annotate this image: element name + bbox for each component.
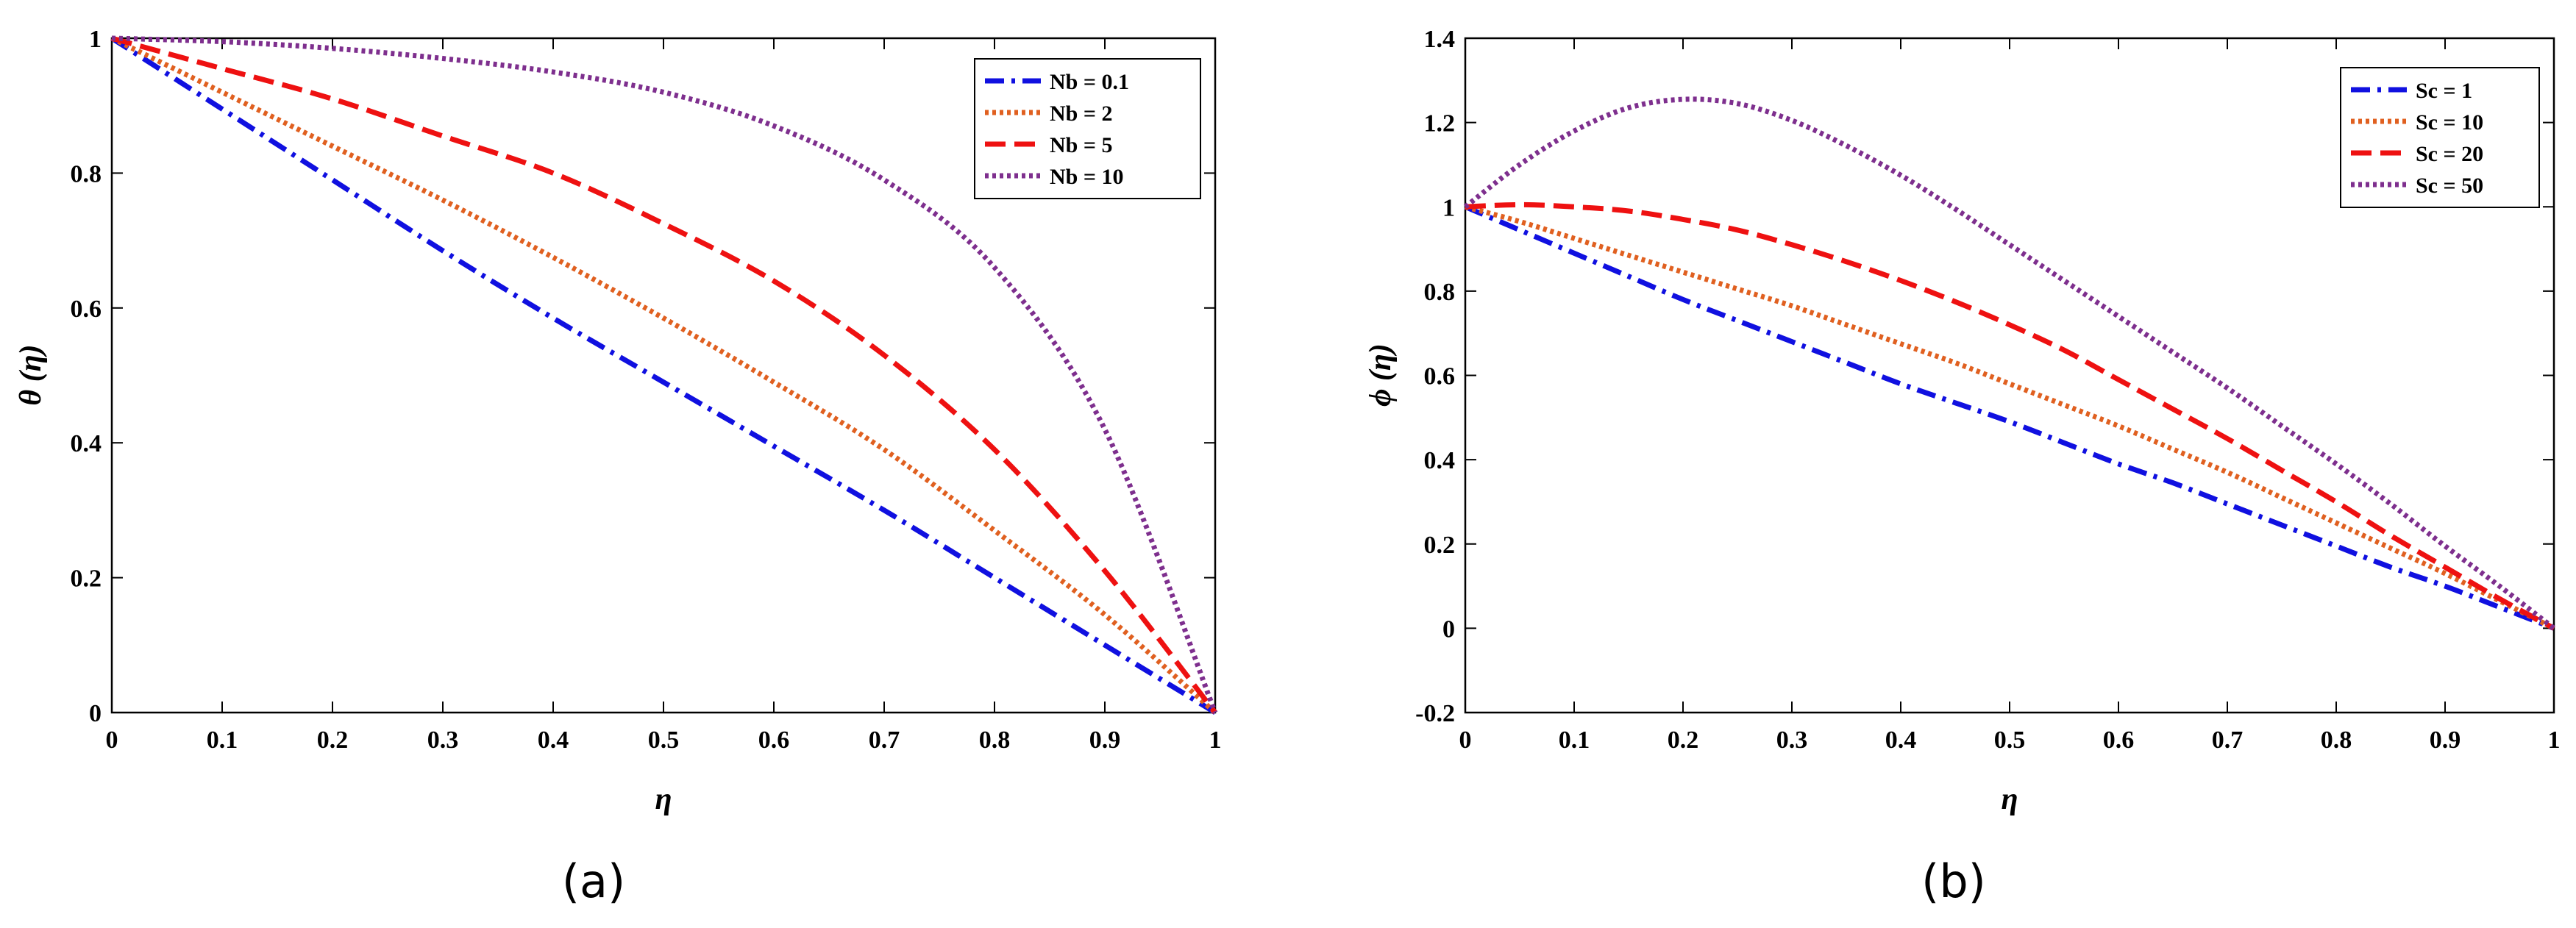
caption-a: (a)	[562, 854, 625, 908]
y-tick-label: 1.4	[1424, 26, 1456, 53]
x-tick-label: 0.7	[869, 727, 900, 754]
y-tick-label: 0.2	[71, 565, 102, 593]
series-line-nb-0-1	[110, 36, 1217, 715]
x-tick-label: 0.4	[538, 727, 569, 754]
ticks-a: 0 0.1 0.2 0.3 0.4 0.5 0.6 0.7 0.8 0.9 1 0 0.2 0.4 0.6 0…	[71, 26, 1222, 754]
y-tick-label: 0.4	[1424, 447, 1456, 474]
caption-b: (b)	[1921, 854, 1986, 908]
series-line-sc-20	[1465, 201, 2555, 631]
x-tick-label: 0.3	[427, 727, 459, 754]
legend-label: Nb = 2	[1050, 101, 1112, 126]
y-tick-label: 0.8	[71, 160, 102, 188]
x-axis-label-a: η	[655, 782, 672, 816]
x-tick-label: 0.9	[2430, 727, 2461, 754]
x-tick-label: 0.6	[758, 727, 790, 754]
series-lines-b	[1463, 96, 2556, 631]
x-tick-label: 0.1	[1559, 727, 1590, 754]
ticks-b: 0 0.1 0.2 0.3 0.4 0.5 0.6 0.7 0.8 0.9 1-0.200.20.4…	[1415, 26, 2560, 754]
legend-a: Nb = 0.1 Nb = 2 Nb = 5 Nb = 10	[974, 58, 1201, 199]
x-axis-label-b: η	[2001, 782, 2018, 816]
series-lines-a	[110, 35, 1218, 715]
x-tick-label: 1	[1209, 727, 1222, 754]
y-tick-label: -0.2	[1415, 700, 1455, 727]
y-tick-label: 0	[1442, 615, 1455, 643]
legend-label: Sc = 20	[2416, 142, 2483, 166]
y-tick-label: 0.6	[71, 296, 102, 323]
x-tick-label: 0.2	[317, 727, 349, 754]
x-tick-label: 0.5	[648, 727, 680, 754]
y-tick-label: 0.4	[71, 430, 102, 457]
legend-label: Sc = 50	[2416, 174, 2483, 198]
x-tick-label: 0.8	[2321, 727, 2352, 754]
y-tick-label: 0.2	[1424, 532, 1456, 559]
x-tick-label: 0	[1459, 727, 1472, 754]
chart-b: 0 0.1 0.2 0.3 0.4 0.5 0.6 0.7 0.8 0.9 1-0.200.20.4…	[1364, 26, 2561, 908]
y-axis-label-a: θ (η)	[14, 344, 48, 405]
legend-label: Nb = 10	[1050, 165, 1123, 189]
series-line-nb-2	[110, 35, 1217, 715]
x-tick-label: 0.6	[2103, 727, 2135, 754]
chart-a: 0 0.1 0.2 0.3 0.4 0.5 0.6 0.7 0.8 0.9 1 0 0.2 0.4 0.6 0…	[14, 26, 1222, 908]
x-tick-label: 0.9	[1089, 727, 1121, 754]
y-tick-label: 0.8	[1424, 279, 1456, 306]
x-tick-label: 0.7	[2212, 727, 2244, 754]
legend-label: Nb = 0.1	[1050, 70, 1129, 94]
x-tick-label: 0.2	[1668, 727, 1699, 754]
series-line-sc-1	[1464, 204, 2555, 631]
x-tick-label: 0.3	[1776, 727, 1808, 754]
y-tick-label: 1.2	[1424, 110, 1456, 138]
x-tick-label: 1	[2548, 727, 2561, 754]
series-line-sc-50	[1463, 96, 2556, 631]
y-tick-label: 1	[1442, 194, 1455, 221]
y-axis-label-b: ϕ (η)	[1364, 343, 1398, 407]
x-tick-label: 0	[106, 727, 118, 754]
legend-label: Sc = 1	[2416, 79, 2472, 103]
legend-label: Sc = 10	[2416, 110, 2483, 135]
legend-b: Sc = 1 Sc = 10 Sc = 20 Sc = 50	[2340, 67, 2540, 208]
series-line-sc-10	[1465, 204, 2555, 631]
y-tick-label: 1	[89, 26, 102, 53]
y-tick-label: 0	[89, 700, 102, 727]
series-line-nb-10	[111, 35, 1218, 714]
x-tick-label: 0.4	[1885, 727, 1917, 754]
series-line-nb-5	[111, 35, 1217, 715]
legend-label: Nb = 5	[1050, 133, 1112, 157]
y-tick-label: 0.6	[1424, 363, 1456, 390]
x-tick-label: 0.1	[207, 727, 238, 754]
x-tick-label: 0.5	[1994, 727, 2026, 754]
x-tick-label: 0.8	[979, 727, 1011, 754]
